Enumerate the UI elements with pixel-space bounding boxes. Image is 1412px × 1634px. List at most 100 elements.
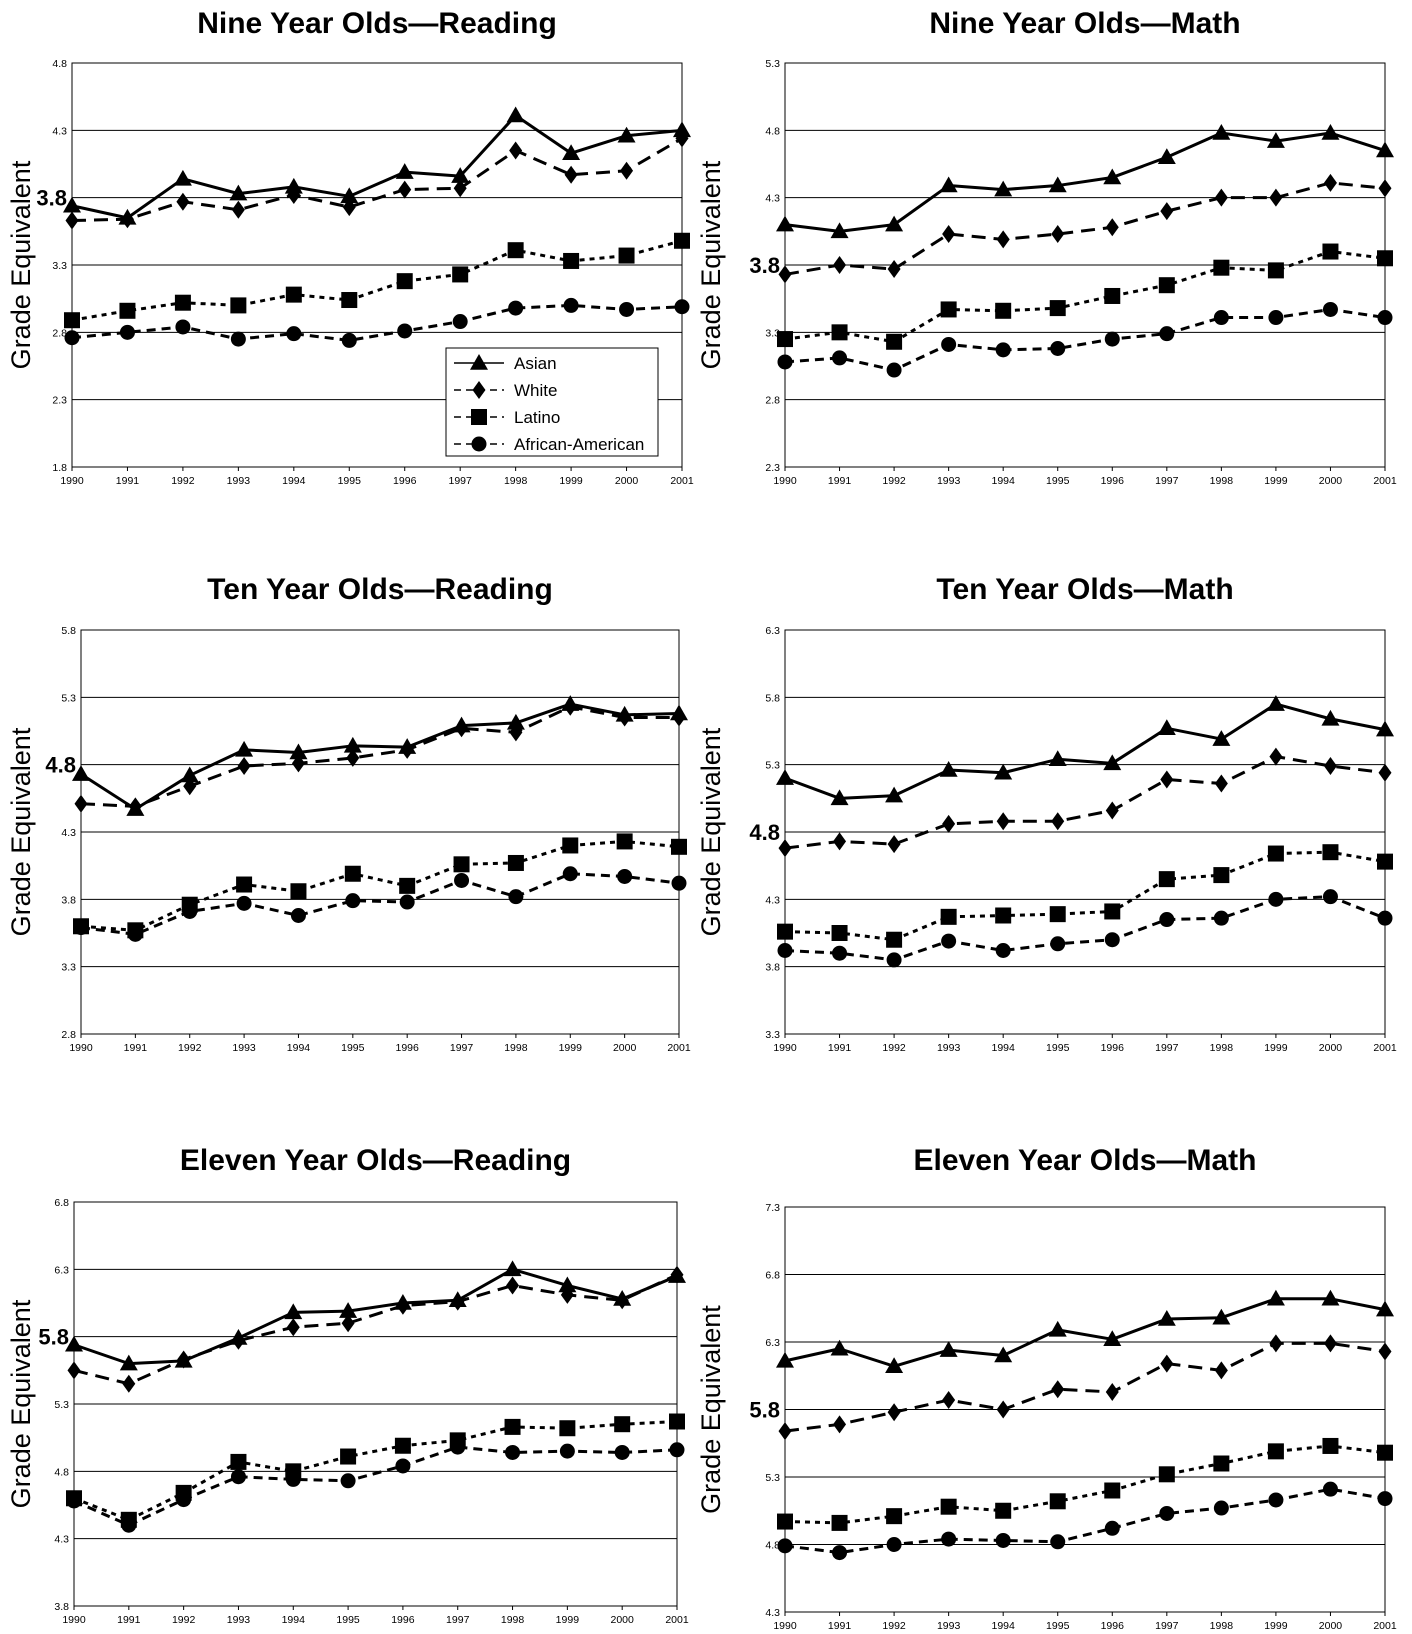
data-point (1157, 148, 1176, 165)
y-tick-label: 4.8 (765, 1540, 780, 1552)
y-tick-label: 3.8 (61, 894, 76, 906)
data-point (559, 1420, 576, 1437)
y-tick-label: 1.8 (52, 462, 67, 474)
data-point (996, 230, 1010, 249)
y-axis-label: Grade Equivalent (696, 1305, 726, 1514)
data-point (119, 324, 135, 340)
data-point (563, 252, 580, 269)
data-point (618, 708, 632, 727)
y-tick-label: 3.8 (765, 962, 780, 974)
data-point (236, 876, 253, 893)
x-tick-label: 1996 (396, 1042, 420, 1054)
data-point (340, 1473, 356, 1489)
y-tick-label: 3.3 (52, 260, 67, 272)
x-tick-label: 2001 (665, 1614, 689, 1626)
data-point (505, 1444, 521, 1460)
y-tick-label: 4.8 (54, 1466, 69, 1478)
plot-frame (71, 62, 683, 468)
data-point (777, 354, 793, 370)
y-tick-label: 5.3 (765, 760, 780, 772)
series-white (65, 129, 689, 230)
data-point (831, 324, 848, 341)
y-axis-label: Grade Equivalent (6, 160, 36, 369)
data-point (346, 748, 360, 767)
x-tick-label: 1991 (828, 475, 852, 487)
x-tick-label: 1994 (282, 475, 306, 487)
data-point (1050, 340, 1066, 356)
y-tick-label: 2.3 (52, 395, 67, 407)
legend-label: Asian (514, 354, 557, 373)
data-point (941, 1531, 957, 1547)
data-point (230, 331, 246, 347)
x-tick-label: 1999 (1264, 1620, 1288, 1632)
data-point (231, 200, 245, 219)
data-point (230, 1469, 246, 1485)
data-point (886, 362, 902, 378)
data-point (230, 1453, 247, 1470)
data-point (1157, 719, 1176, 736)
data-point (672, 708, 686, 727)
y-tick-label: 6.8 (54, 1197, 69, 1209)
chart-panel: Nine Year Olds—Reading Grade Equivalent 1.… (6, 7, 694, 487)
data-point (1212, 124, 1231, 140)
data-point (886, 952, 902, 968)
series-line (784, 1444, 1386, 1525)
data-point (1376, 141, 1394, 158)
data-point (777, 1538, 793, 1554)
plot-frame (784, 1206, 1386, 1613)
x-tick-label: 1999 (1264, 475, 1288, 487)
y-tick-label: 2.8 (765, 395, 780, 407)
series-white (67, 1265, 684, 1393)
data-point (994, 180, 1013, 197)
data-point (507, 242, 524, 259)
series-african-american (73, 866, 687, 942)
data-point (1266, 695, 1285, 711)
data-point (290, 907, 306, 923)
legend-marker (471, 436, 487, 452)
data-point (617, 126, 636, 143)
x-tick-label: 1999 (559, 1042, 583, 1054)
data-point (1160, 770, 1174, 789)
data-point (340, 1448, 357, 1465)
data-point (673, 121, 691, 138)
data-point (833, 256, 847, 274)
data-point (616, 833, 633, 850)
data-point (289, 743, 308, 760)
x-tick-label: 1993 (937, 1042, 961, 1054)
y-tick-label: 4.3 (765, 1607, 780, 1619)
y-tick-label: 5.3 (54, 1399, 69, 1411)
data-point (1158, 277, 1175, 294)
y-tick-label: 4.8 (765, 125, 780, 137)
data-point (452, 314, 468, 330)
data-point (1321, 709, 1340, 726)
data-point (1321, 124, 1340, 140)
data-point (1212, 730, 1231, 746)
data-point (671, 838, 687, 855)
data-point (1377, 910, 1393, 926)
data-point (1267, 845, 1284, 862)
data-point (508, 889, 524, 905)
data-point (994, 1346, 1013, 1363)
data-point (119, 302, 136, 319)
data-point (1049, 1493, 1066, 1510)
data-point (669, 1413, 685, 1430)
data-point (885, 1357, 904, 1374)
data-point (1376, 720, 1394, 737)
series-asian (63, 106, 691, 225)
data-point (1049, 906, 1066, 923)
series-latino (777, 243, 1393, 350)
y-tick-label: 4.3 (765, 894, 780, 906)
data-point (777, 923, 793, 940)
data-point (778, 1422, 792, 1441)
data-point (1269, 188, 1283, 207)
data-point (120, 210, 134, 229)
data-point (398, 180, 412, 199)
data-point (563, 697, 577, 716)
series-asian (776, 695, 1394, 806)
data-point (1269, 747, 1283, 766)
series-line (73, 1267, 678, 1366)
x-tick-label: 2001 (1373, 1620, 1397, 1632)
x-tick-label: 2001 (667, 1042, 691, 1054)
series-line (784, 755, 1386, 850)
data-point (341, 1314, 355, 1333)
